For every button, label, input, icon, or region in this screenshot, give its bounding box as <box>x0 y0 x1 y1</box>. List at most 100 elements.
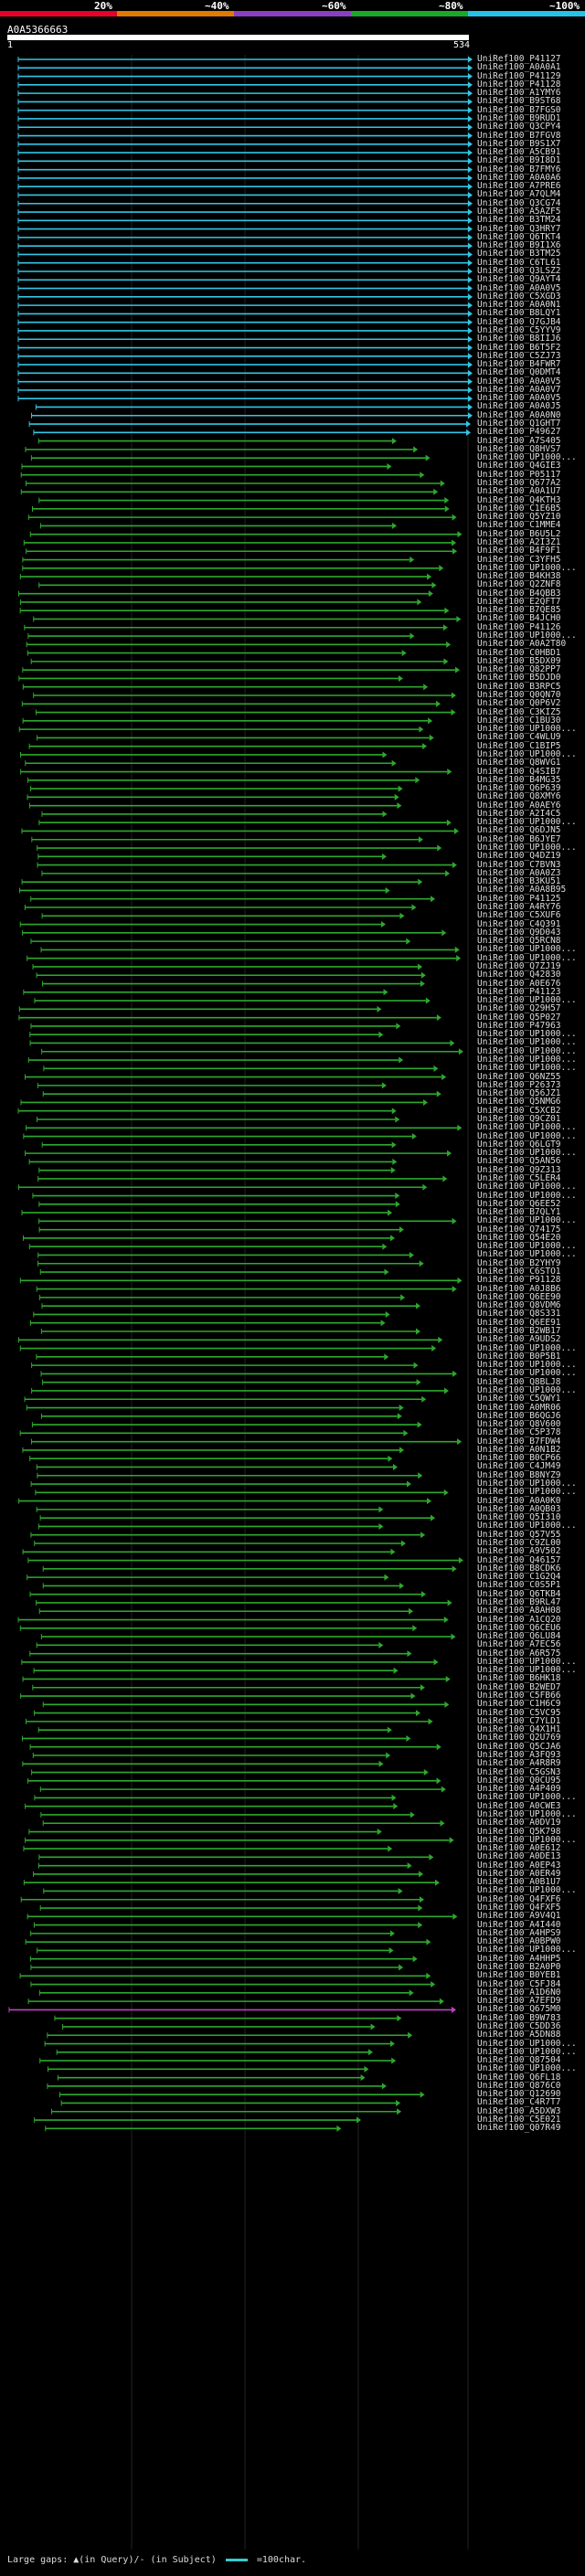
hit-label[interactable]: UniRef100_Q5I310 <box>477 1512 561 1523</box>
hit-label[interactable]: UniRef100_Q4SIB7 <box>477 766 561 777</box>
hit-label[interactable]: UniRef100_Q07R49 <box>477 2123 561 2134</box>
hit-label[interactable]: UniRef100_B6QGJ6 <box>477 1410 561 1421</box>
hit-label[interactable]: UniRef100_B6T5F2 <box>477 342 561 353</box>
hit-label[interactable]: UniRef100_Q12690 <box>477 2089 561 2100</box>
hit-label[interactable]: UniRef100_C4R7T7 <box>477 2097 561 2108</box>
hit-label[interactable]: UniRef100_A0CWE3 <box>477 1800 561 1811</box>
hit-label[interactable]: UniRef100_Q9CZ01 <box>477 1114 561 1124</box>
hit-label[interactable]: UniRef100_Q6NZ55 <box>477 1071 561 1082</box>
hit-label[interactable]: UniRef100_B6JYE7 <box>477 833 561 844</box>
hit-label[interactable]: UniRef100_B3TM24 <box>477 215 561 226</box>
hit-label[interactable]: UniRef100_B2WED7 <box>477 1681 561 1692</box>
hit-label[interactable]: UniRef100_C3KIZ5 <box>477 706 561 717</box>
hit-label[interactable]: UniRef100_Q7GJB4 <box>477 316 561 327</box>
hit-label[interactable]: UniRef100_P26373 <box>477 1079 561 1090</box>
hit-label[interactable]: UniRef100_C1G2Q4 <box>477 1572 561 1583</box>
hit-label[interactable]: UniRef100_B0YEB1 <box>477 1970 561 1981</box>
hit-label[interactable]: UniRef100_Q5CJA6 <box>477 1741 561 1752</box>
hit-label[interactable]: UniRef100_A8AH08 <box>477 1606 561 1617</box>
hit-label[interactable]: UniRef100_B6HK18 <box>477 1673 561 1684</box>
hit-label[interactable]: UniRef100_A0A0N1 <box>477 300 561 311</box>
hit-label[interactable]: UniRef100_P41129 <box>477 70 561 81</box>
hit-label[interactable]: UniRef100_Q6EE90 <box>477 1291 561 1302</box>
hit-label[interactable]: UniRef100_A7S405 <box>477 435 561 446</box>
hit-label[interactable]: UniRef100_Q74175 <box>477 1224 561 1235</box>
hit-label[interactable]: UniRef100_P49627 <box>477 427 561 438</box>
hit-label[interactable]: UniRef100_Q876C0 <box>477 2080 561 2091</box>
hit-label[interactable]: UniRef100_Q6DJN5 <box>477 825 561 836</box>
hit-label[interactable]: UniRef100_A0ER49 <box>477 1868 561 1879</box>
hit-label[interactable]: UniRef100_A0A2T80 <box>477 639 567 650</box>
hit-label[interactable]: UniRef100_B8LQY1 <box>477 308 561 319</box>
hit-label[interactable]: UniRef100_C4Q391 <box>477 918 561 929</box>
hit-label[interactable]: UniRef100_B7FGV8 <box>477 130 561 141</box>
hit-label[interactable]: UniRef100_B2A0P0 <box>477 1962 561 1972</box>
hit-label[interactable]: UniRef100_C4JM49 <box>477 1461 561 1472</box>
hit-label[interactable]: UniRef100_A4R8R9 <box>477 1758 561 1769</box>
hit-label[interactable]: UniRef100_E2QFT7 <box>477 596 561 607</box>
hit-label[interactable]: UniRef100_B0CP66 <box>477 1453 561 1464</box>
hit-label[interactable]: UniRef100_A5AZF5 <box>477 207 561 217</box>
hit-label[interactable]: UniRef100_B7FMY6 <box>477 164 561 175</box>
hit-label[interactable]: UniRef100_Q4KTH3 <box>477 494 561 505</box>
hit-label[interactable]: UniRef100_UP1000... <box>477 1521 577 1532</box>
hit-label[interactable]: UniRef100_UP1000... <box>477 1045 577 1056</box>
hit-label[interactable]: UniRef100_Q4GIE3 <box>477 461 561 472</box>
hit-label[interactable]: UniRef100_UP1000... <box>477 1249 577 1260</box>
hit-label[interactable]: UniRef100_B9W783 <box>477 2012 561 2023</box>
hit-label[interactable]: UniRef100_UP1000... <box>477 748 577 759</box>
hit-label[interactable]: UniRef100_B7FGS0 <box>477 104 561 115</box>
hit-label[interactable]: UniRef100_Q8V600 <box>477 1419 561 1430</box>
hit-label[interactable]: UniRef100_A7PRE6 <box>477 181 561 192</box>
hit-label[interactable]: UniRef100_C7BVN3 <box>477 859 561 870</box>
hit-label[interactable]: UniRef100_Q3LSZ2 <box>477 266 561 276</box>
hit-label[interactable]: UniRef100_P47963 <box>477 1020 561 1031</box>
hit-label[interactable]: UniRef100_B2YHY9 <box>477 1257 561 1268</box>
hit-label[interactable]: UniRef100_A3FQ93 <box>477 1750 561 1760</box>
hit-label[interactable]: UniRef100_UP1000... <box>477 1360 577 1371</box>
hit-label[interactable]: UniRef100_UP1000... <box>477 1029 577 1040</box>
hit-label[interactable]: UniRef100_A0DE13 <box>477 1851 561 1862</box>
hit-label[interactable]: UniRef100_Q5YZ10 <box>477 512 561 523</box>
hit-label[interactable]: UniRef100_Q6EE91 <box>477 1317 561 1328</box>
hit-label[interactable]: UniRef100_P41127 <box>477 54 561 64</box>
hit-label[interactable]: UniRef100_P41126 <box>477 621 561 632</box>
hit-label[interactable]: UniRef100_A5DXW3 <box>477 2105 561 2116</box>
hit-label[interactable]: UniRef100_C5VC95 <box>477 1707 561 1718</box>
hit-label[interactable]: UniRef100_UP1000... <box>477 1037 577 1048</box>
hit-label[interactable]: UniRef100_C5P378 <box>477 1427 561 1438</box>
hit-label[interactable]: UniRef100_Q87504 <box>477 2055 561 2066</box>
hit-label[interactable]: UniRef100_B8NYZ9 <box>477 1469 561 1480</box>
hit-label[interactable]: UniRef100_Q677A2 <box>477 478 561 488</box>
hit-label[interactable]: UniRef100_B3TM25 <box>477 249 561 260</box>
hit-label[interactable]: UniRef100_A0A0A6 <box>477 172 561 183</box>
hit-label[interactable]: UniRef100_Q0DMT4 <box>477 367 561 378</box>
hit-label[interactable]: UniRef100_UP1000... <box>477 1885 577 1896</box>
hit-label[interactable]: UniRef100_Q5NMG6 <box>477 1097 561 1108</box>
hit-label[interactable]: UniRef100_UP1000... <box>477 724 577 735</box>
hit-label[interactable]: UniRef100_A0A0V5 <box>477 393 561 404</box>
hit-label[interactable]: UniRef100_A1D6N0 <box>477 1987 561 1998</box>
hit-label[interactable]: UniRef100_A0MR06 <box>477 1402 561 1413</box>
hit-label[interactable]: UniRef100_Q9D043 <box>477 927 561 938</box>
hit-label[interactable]: UniRef100_P41128 <box>477 79 561 90</box>
hit-label[interactable]: UniRef100_B3KU51 <box>477 876 561 887</box>
hit-label[interactable]: UniRef100_UP1000... <box>477 1342 577 1353</box>
hit-label[interactable]: UniRef100_UP1000... <box>477 1182 577 1193</box>
hit-label[interactable]: UniRef100_B2WB17 <box>477 1326 561 1336</box>
hit-label[interactable]: UniRef100_B4FWR7 <box>477 359 561 370</box>
hit-label[interactable]: UniRef100_Q57V55 <box>477 1529 561 1540</box>
hit-label[interactable]: UniRef100_A0A0J5 <box>477 401 561 412</box>
hit-label[interactable]: UniRef100_A9UDS2 <box>477 1334 561 1345</box>
hit-label[interactable]: UniRef100_UP1000... <box>477 1215 577 1226</box>
hit-label[interactable]: UniRef100_A0A0N0 <box>477 409 561 420</box>
hit-label[interactable]: UniRef100_Q42830 <box>477 970 561 981</box>
hit-label[interactable]: UniRef100_A0A0V7 <box>477 384 561 395</box>
hit-label[interactable]: UniRef100_A2I3Z1 <box>477 536 561 547</box>
hit-label[interactable]: UniRef100_Q6LU84 <box>477 1631 561 1642</box>
hit-label[interactable]: UniRef100_C5FB66 <box>477 1691 561 1701</box>
hit-label[interactable]: UniRef100_UP1000... <box>477 1834 577 1845</box>
hit-label[interactable]: UniRef100_P91128 <box>477 1275 561 1286</box>
hit-label[interactable]: UniRef100_C6STO1 <box>477 1267 561 1277</box>
hit-label[interactable]: UniRef100_Q6TKB4 <box>477 1588 561 1599</box>
